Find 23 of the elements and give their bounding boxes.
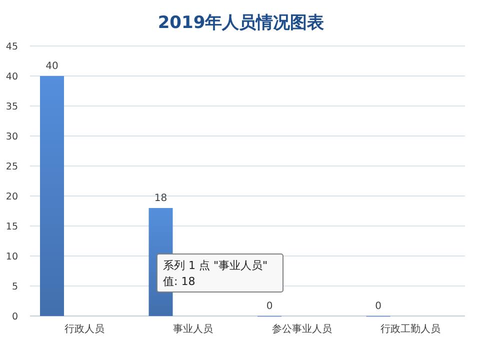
x-tick-label: 参公事业人员: [272, 323, 332, 335]
annotation: 系列 1 点 "事业人员": [163, 259, 268, 272]
y-tick-label: 40: [6, 72, 18, 82]
y-tick-label: 5: [12, 282, 18, 292]
x-tick-label: 行政人员: [64, 324, 104, 335]
y-tick-label: 25: [6, 162, 18, 172]
x-tick-label: 事业人员: [173, 323, 214, 335]
data-label: 40: [46, 61, 58, 72]
y-tick-label: 0: [12, 312, 18, 322]
y-tick-label: 20: [6, 192, 18, 202]
y-tick-label: 15: [6, 222, 18, 232]
chart-title: 2019年人员情况图表: [158, 13, 326, 33]
tooltip: 系列 1 点 "事业人员" 值: 18: [156, 254, 284, 292]
y-tick-label: 45: [6, 42, 18, 52]
data-label: 0: [375, 301, 382, 312]
x-tick-label: 行政工勤人员: [380, 323, 441, 335]
y-tick-label: 10: [6, 252, 18, 262]
bar: [40, 76, 64, 316]
data-label: 18: [154, 193, 168, 204]
y-tick-label: 35: [6, 102, 18, 112]
y-tick-label: 30: [6, 132, 18, 142]
data-label: 0: [266, 301, 273, 312]
annotation: 值: 18: [163, 275, 196, 288]
